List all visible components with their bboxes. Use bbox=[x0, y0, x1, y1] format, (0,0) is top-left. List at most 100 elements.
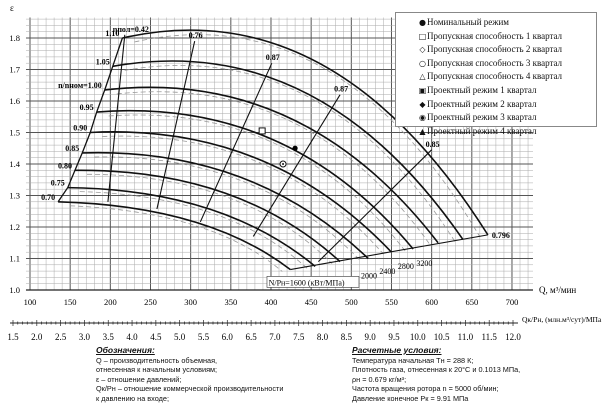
y-tick-label: 1.4 bbox=[9, 159, 20, 169]
efficiency-label: 0.76 bbox=[189, 31, 203, 40]
power-label: 3200 bbox=[416, 259, 432, 268]
x2-tick-label: 2.0 bbox=[31, 332, 43, 342]
x-tick-label: 350 bbox=[224, 297, 237, 307]
x-tick-label: 150 bbox=[64, 297, 77, 307]
conditions-line: Температура начальная Tн = 288 К; bbox=[352, 355, 474, 365]
conditions-title: Расчетные условия: bbox=[352, 345, 442, 355]
power-label: 2800 bbox=[398, 262, 414, 271]
dashed-curve bbox=[124, 65, 456, 242]
dashed-curve bbox=[134, 34, 481, 238]
dashed-curve bbox=[108, 114, 406, 252]
x-tick-label: 550 bbox=[385, 297, 398, 307]
x2-tick-label: 9.5 bbox=[388, 332, 400, 342]
legend-label: Проектный режим 2 квартал bbox=[427, 98, 537, 109]
x-tick-label: 450 bbox=[305, 297, 318, 307]
x-tick-label: 650 bbox=[465, 297, 478, 307]
x2-tick-label: 3.0 bbox=[79, 332, 91, 342]
notation-line: к давлению на входе; bbox=[96, 393, 169, 403]
marker-nominal bbox=[292, 145, 298, 151]
legend-marker-icon: △ bbox=[419, 72, 426, 82]
speed-line-label: 0.70 bbox=[41, 193, 55, 202]
conditions-line: ρн = 0.679 кг/м³; bbox=[352, 374, 407, 384]
marker-square bbox=[258, 127, 266, 135]
speed-line-label: 0.95 bbox=[80, 103, 94, 112]
x2-tick-label: 11.5 bbox=[481, 332, 497, 342]
legend-label: Проектный режим 1 квартал bbox=[427, 84, 537, 95]
y-tick-label: 1.6 bbox=[9, 96, 20, 106]
x2-tick-label: 7.5 bbox=[293, 332, 305, 342]
y-tick-label: 1.0 bbox=[9, 285, 20, 295]
x2-tick-label: 4.5 bbox=[150, 332, 162, 342]
legend-marker-icon: □ bbox=[418, 31, 427, 41]
legend-marker-icon: ▣ bbox=[418, 85, 427, 95]
legend-item: △Пропускная способность 4 квартал bbox=[418, 70, 596, 84]
efficiency-label: 0.87 bbox=[334, 85, 348, 94]
notation-line: отнесенная к начальным условиям; bbox=[96, 365, 218, 375]
x2-tick-label: 6.5 bbox=[245, 332, 257, 342]
legend-marker-icon: ▲ bbox=[419, 126, 426, 136]
x-axis-label: Q, м³/мин bbox=[539, 285, 576, 295]
x2-tick-label: 3.5 bbox=[103, 332, 115, 342]
notation-line: Q – производительность объемная, bbox=[96, 355, 218, 365]
surge-line bbox=[57, 37, 123, 203]
x-tick-label: 700 bbox=[506, 297, 519, 307]
efficiency-line bbox=[252, 94, 341, 237]
notation-block: Обозначения: Q – производительность объе… bbox=[96, 345, 284, 404]
speed-line bbox=[112, 60, 464, 241]
dashed-curve bbox=[79, 191, 308, 269]
x-tick-label: 500 bbox=[345, 297, 358, 307]
x2-tick-label: 12.0 bbox=[505, 332, 521, 342]
legend-item: ●Номинальный режим bbox=[418, 16, 596, 30]
legend-marker-icon: ◉ bbox=[419, 113, 426, 123]
x-tick-label: 300 bbox=[184, 297, 197, 307]
y-tick-label: 1.1 bbox=[9, 254, 20, 264]
legend-item: ◇Пропускная способность 2 квартал bbox=[418, 43, 596, 57]
efficiency-label: 0.85 bbox=[426, 140, 440, 149]
efficiency-line bbox=[290, 234, 488, 271]
speed-line-label: 1.10 bbox=[105, 29, 119, 38]
x-tick-label: 100 bbox=[24, 297, 37, 307]
conditions-line: Частота вращения ротора n = 5000 об/мин; bbox=[352, 384, 499, 394]
dashed-curve bbox=[102, 135, 384, 255]
x2-tick-label: 8.0 bbox=[317, 332, 329, 342]
x2-tick-label: 6.0 bbox=[222, 332, 234, 342]
x2-tick-label: 2.5 bbox=[55, 332, 67, 342]
x2-tick-label: 7.0 bbox=[269, 332, 281, 342]
notation-line: ε – отношение давлений; bbox=[96, 374, 182, 384]
efficiency-line bbox=[156, 41, 196, 210]
efficiency-line bbox=[199, 62, 273, 223]
dashed-curve bbox=[116, 91, 431, 245]
legend-item: ▲Проектный режим 4 квартал bbox=[418, 125, 596, 139]
power-label: N/Pн=1600 (кВт/МПа) bbox=[269, 278, 345, 287]
efficiency-label: ηпол=0.42 bbox=[113, 25, 149, 34]
power-label-box bbox=[266, 276, 360, 288]
conditions-block: Расчетные условия: Температура начальная… bbox=[352, 345, 521, 404]
y-tick-label: 1.5 bbox=[9, 128, 20, 138]
legend-item: ○Пропускная способность 3 квартал bbox=[418, 57, 596, 71]
x2-tick-label: 5.0 bbox=[174, 332, 186, 342]
speed-line bbox=[58, 201, 291, 271]
conditions-line: Плотность газа, отнесенная к 20°С и 0.10… bbox=[352, 365, 521, 375]
legend-marker-icon: ○ bbox=[419, 58, 426, 68]
y-tick-label: 1.3 bbox=[9, 191, 20, 201]
y-tick-label: 1.2 bbox=[9, 222, 20, 232]
y-axis-label: ε bbox=[10, 3, 14, 13]
efficiency-label: 0.796 bbox=[492, 231, 510, 240]
power-label: 2400 bbox=[379, 267, 395, 276]
x2-tick-label: 4.0 bbox=[126, 332, 138, 342]
legend-item: □Пропускная способность 1 квартал bbox=[418, 30, 596, 44]
x-tick-label: 250 bbox=[144, 297, 157, 307]
efficiency-line bbox=[107, 34, 126, 202]
x2-tick-label: 10.0 bbox=[410, 332, 426, 342]
notation-title: Обозначения: bbox=[96, 345, 155, 355]
dashed-curve bbox=[86, 173, 333, 264]
speed-line-label: 0.75 bbox=[51, 179, 65, 188]
legend-item: ◆Проектный режим 2 квартал bbox=[418, 98, 596, 112]
marker-circle-dot bbox=[282, 163, 285, 165]
legend-item: ▣Проектный режим 1 квартал bbox=[418, 84, 596, 98]
efficiency-line bbox=[317, 149, 433, 263]
notation-line: Qк/Pн – отношение коммерческой производи… bbox=[96, 384, 284, 394]
power-label: 2000 bbox=[361, 272, 377, 281]
legend-item: ◉Проектный режим 3 квартал bbox=[418, 111, 596, 125]
